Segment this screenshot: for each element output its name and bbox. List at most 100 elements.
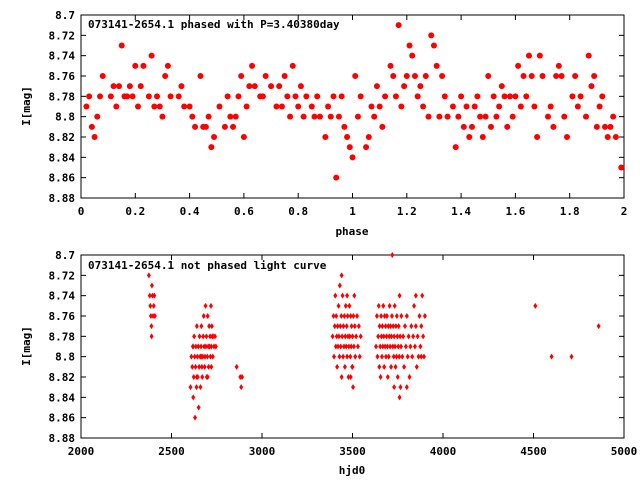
phased-data-point bbox=[251, 83, 258, 90]
phased-y-tick-label: 8.82 bbox=[49, 131, 76, 144]
unphased-data-point bbox=[596, 323, 601, 330]
unphased-data-point bbox=[195, 353, 200, 360]
unphased-data-point bbox=[355, 313, 360, 319]
unphased-data-point bbox=[146, 272, 151, 279]
unphased-data-point bbox=[410, 353, 415, 360]
unphased-data-point bbox=[209, 343, 214, 350]
unphased-data-point bbox=[240, 374, 245, 380]
phased-data-point bbox=[341, 123, 348, 130]
phased-data-point bbox=[110, 83, 117, 90]
unphased-data-point bbox=[391, 353, 396, 360]
unphased-data-point bbox=[352, 292, 357, 299]
unphased-data-point bbox=[376, 302, 381, 309]
phased-data-point bbox=[371, 113, 378, 120]
phased-data-point bbox=[118, 42, 125, 49]
phased-data-point bbox=[506, 93, 513, 100]
unphased-data-point bbox=[412, 343, 417, 350]
unphased-data-point bbox=[390, 343, 395, 350]
phased-data-point bbox=[94, 113, 101, 120]
phased-data-point bbox=[192, 123, 199, 130]
phased-data-point bbox=[593, 123, 600, 130]
phased-y-tick-label: 8.86 bbox=[49, 172, 76, 185]
phased-data-point bbox=[249, 62, 256, 69]
unphased-data-point bbox=[394, 353, 399, 360]
phased-data-point bbox=[455, 113, 462, 120]
phased-y-tick-label: 8.72 bbox=[49, 29, 76, 42]
unphased-data-point bbox=[339, 374, 344, 380]
unphased-data-point bbox=[332, 353, 337, 360]
phased-data-point bbox=[235, 93, 242, 100]
phased-data-point bbox=[422, 73, 429, 79]
phased-x-tick-label: 1.4 bbox=[451, 205, 471, 218]
phased-data-point bbox=[132, 62, 139, 69]
unphased-data-point bbox=[392, 333, 397, 340]
unphased-data-point bbox=[213, 343, 218, 350]
phased-data-point bbox=[156, 103, 163, 110]
unphased-data-point bbox=[210, 353, 215, 360]
unphased-data-point bbox=[202, 363, 207, 370]
unphased-data-point bbox=[533, 302, 538, 309]
unphased-data-point bbox=[422, 313, 427, 319]
unphased-data-point bbox=[201, 313, 206, 319]
unphased-data-point bbox=[351, 384, 356, 391]
phased-data-point bbox=[607, 123, 614, 130]
unphased-data-point bbox=[352, 323, 357, 330]
phased-data-points bbox=[83, 22, 625, 181]
phased-data-point bbox=[224, 93, 231, 100]
phased-data-point bbox=[610, 113, 617, 120]
phased-data-point bbox=[126, 83, 133, 90]
unphased-data-point bbox=[375, 353, 380, 360]
phased-y-tick-label: 8.8 bbox=[55, 111, 75, 124]
phased-data-point bbox=[395, 22, 402, 29]
phased-data-point bbox=[259, 93, 266, 100]
phased-data-point bbox=[308, 103, 315, 110]
unphased-data-point bbox=[194, 384, 199, 391]
unphased-data-point bbox=[193, 414, 198, 421]
unphased-data-point bbox=[389, 333, 394, 340]
phased-y-axis-ticks: 8.7 8.72 8.74 8.76 8.78 8.8 8.82 8.84 8.86 8.88 bbox=[49, 9, 624, 205]
phased-data-point bbox=[354, 113, 361, 120]
phased-data-point bbox=[333, 174, 340, 181]
unphased-data-point bbox=[409, 323, 414, 330]
unphased-data-point bbox=[208, 302, 213, 309]
unphased-data-point bbox=[353, 353, 358, 360]
phased-data-point bbox=[314, 93, 321, 100]
unphased-data-point bbox=[191, 394, 196, 401]
phased-data-point bbox=[487, 123, 494, 130]
phased-data-point bbox=[390, 73, 397, 79]
phased-data-point bbox=[452, 144, 459, 151]
phased-data-point bbox=[414, 93, 421, 100]
phased-data-point bbox=[547, 103, 554, 110]
phased-data-point bbox=[425, 113, 432, 120]
phased-data-point bbox=[528, 73, 535, 79]
unphased-data-point bbox=[418, 343, 423, 350]
unphased-data-point bbox=[382, 313, 387, 319]
phased-data-point bbox=[553, 73, 560, 79]
phased-data-point bbox=[205, 113, 212, 120]
phased-data-point bbox=[373, 83, 380, 90]
unphased-data-point bbox=[549, 353, 554, 360]
phased-x-tick-label: 0.4 bbox=[180, 205, 200, 218]
unphased-data-point bbox=[340, 333, 345, 340]
phased-x-tick-label: 1.2 bbox=[397, 205, 417, 218]
phased-data-point bbox=[243, 103, 250, 110]
phased-x-tick-label: 1.8 bbox=[560, 205, 580, 218]
unphased-data-point bbox=[200, 374, 205, 380]
unphased-data-point bbox=[374, 343, 379, 350]
phased-data-point bbox=[401, 83, 408, 90]
unphased-data-point bbox=[399, 343, 404, 350]
unphased-data-point bbox=[344, 323, 349, 330]
phased-x-tick-label: 1.6 bbox=[505, 205, 525, 218]
unphased-data-point bbox=[351, 313, 356, 319]
unphased-data-point bbox=[193, 343, 198, 350]
phased-data-point bbox=[471, 103, 478, 110]
unphased-data-point bbox=[338, 323, 343, 330]
phased-data-point bbox=[515, 62, 522, 69]
unphased-data-point bbox=[420, 292, 425, 299]
phased-data-point bbox=[208, 144, 215, 151]
phased-data-point bbox=[539, 73, 546, 79]
unphased-data-point bbox=[380, 343, 385, 350]
phased-data-point bbox=[181, 103, 188, 110]
unphased-data-point bbox=[390, 252, 395, 258]
unphased-data-point bbox=[334, 313, 339, 319]
